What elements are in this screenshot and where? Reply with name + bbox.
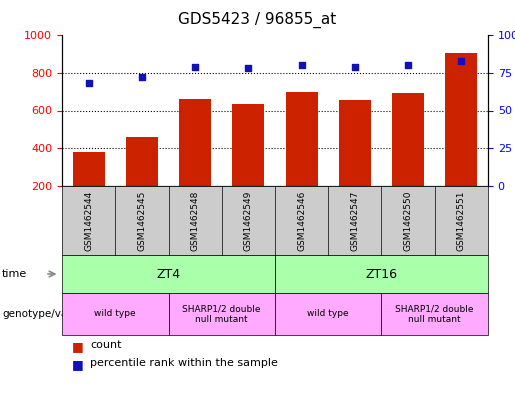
Point (191, 64, 199, 70)
Text: ZT4: ZT4 (157, 268, 181, 281)
Text: SHARP1/2 double
null mutant: SHARP1/2 double null mutant (182, 304, 261, 324)
Point (457, 57, 466, 64)
Text: percentile rank within the sample: percentile rank within the sample (90, 358, 278, 368)
Text: GSM1462547: GSM1462547 (350, 190, 359, 251)
Text: ■: ■ (72, 340, 84, 353)
Text: count: count (90, 340, 122, 350)
Text: SHARP1/2 double
null mutant: SHARP1/2 double null mutant (396, 304, 474, 324)
Text: wild type: wild type (307, 310, 349, 318)
Point (138, 74, 146, 81)
Bar (286, 92, 318, 186)
Text: GSM1462549: GSM1462549 (244, 190, 253, 251)
Text: GSM1462545: GSM1462545 (138, 190, 146, 251)
Point (404, 62, 412, 68)
Bar (232, 104, 264, 186)
Text: GDS5423 / 96855_at: GDS5423 / 96855_at (178, 12, 337, 28)
Text: GSM1462548: GSM1462548 (191, 190, 200, 251)
Text: wild type: wild type (94, 310, 136, 318)
Text: GSM1462550: GSM1462550 (404, 190, 413, 251)
Point (298, 62, 306, 68)
Bar (179, 99, 211, 186)
Text: genotype/variation: genotype/variation (2, 309, 101, 319)
Bar (126, 137, 158, 186)
Text: ■: ■ (72, 358, 84, 371)
Text: GSM1462544: GSM1462544 (84, 190, 93, 251)
Bar (445, 53, 477, 186)
Text: ZT16: ZT16 (366, 268, 398, 281)
Bar (339, 100, 371, 186)
Bar (392, 93, 424, 186)
Text: GSM1462546: GSM1462546 (297, 190, 306, 251)
Point (351, 64, 359, 70)
Point (84, 80, 93, 86)
Text: time: time (2, 269, 27, 279)
Text: GSM1462551: GSM1462551 (457, 190, 466, 251)
Bar (73, 152, 105, 186)
Point (244, 65, 252, 72)
